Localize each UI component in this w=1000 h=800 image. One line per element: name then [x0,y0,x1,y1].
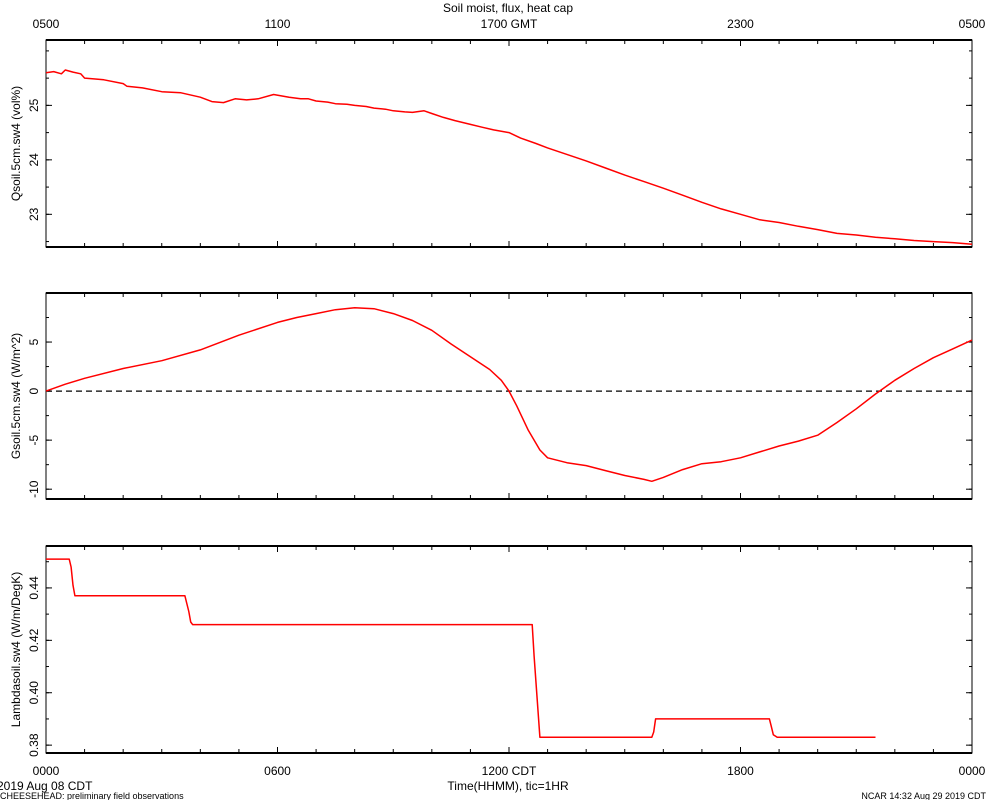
source-note: CHEESEHEAD: preliminary field observatio… [0,791,184,800]
series-line-1 [45,69,973,246]
y-tick-label: 0.40 [27,681,41,705]
chart-panel-3: 0.38 0.40 0.42 0.44 Lambdasoil.sw4 (W/m/DegK… [9,545,973,757]
top-axis-tick-label: 2300 [727,17,754,31]
y-tick-label: 24 [27,153,41,167]
y-tick-label: 25 [27,98,41,112]
bottom-axis-tick-label: 0000 [959,764,986,778]
date-label: 2019 Aug 08 CDT [0,779,93,793]
y-axis-label: Qsoil.5cm.sw4 (vol%) [9,86,23,201]
y-axis-label: Lambdasoil.sw4 (W/m/DegK) [9,572,23,727]
panel-frame [45,292,973,500]
top-axis-labels: 0500 1100 1700 GMT 2300 0500 [33,17,986,31]
render-timestamp: NCAR 14:32 Aug 29 2019 CDT [861,791,986,800]
y-tick-label: -5 [27,434,41,445]
top-axis-tick-label: 1700 GMT [481,17,538,31]
bottom-axis-tick-label: 1800 [727,764,754,778]
y-tick-label: 0.42 [27,628,41,652]
series-line-2 [45,306,973,483]
bottom-axis-labels: 0000 0600 1200 CDT 1800 0000 [33,764,986,778]
x-axis-label: Time(HHMM), tic=1HR [447,779,569,793]
bottom-axis-tick-label: 0600 [264,764,291,778]
top-axis-tick-label: 0500 [33,17,60,31]
y-tick-label: -10 [27,480,41,498]
y-tick-label: 0.44 [27,576,41,600]
chart-panels: 23 24 25 Qsoil.5cm.sw4 (vol%) -10 -5 0 5 Gsoil.5… [9,39,973,757]
y-tick-label: 0.38 [27,733,41,757]
chart-panel-1: 23 24 25 Qsoil.5cm.sw4 (vol%) [9,39,973,248]
chart-panel-2: -10 -5 0 5 Gsoil.5cm.sw4 (W/m^2) [9,292,973,500]
y-axis-label: Gsoil.5cm.sw4 (W/m^2) [9,333,23,459]
bottom-axis-tick-label: 0000 [33,764,60,778]
y-tick-label: 5 [27,338,41,345]
chart-title: Soil moist, flux, heat cap [443,1,573,15]
panel-frame [45,39,973,248]
panel-frame [45,545,973,754]
series-line-3 [46,558,876,739]
bottom-axis-tick-label: 1200 CDT [482,764,537,778]
y-tick-label: 23 [27,207,41,221]
top-axis-tick-label: 0500 [959,17,986,31]
top-axis-tick-label: 1100 [265,17,291,31]
y-tick-label: 0 [27,387,41,394]
